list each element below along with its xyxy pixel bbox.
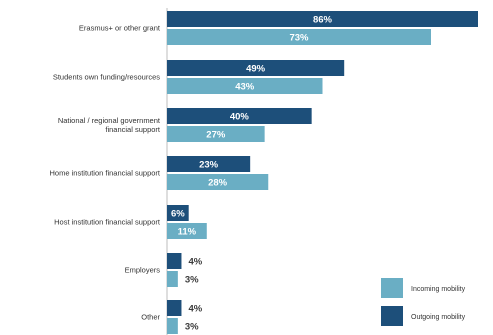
- value-label-incoming-2: 27%: [206, 130, 226, 141]
- value-label-outgoing-2: 40%: [230, 112, 250, 123]
- legend: Incoming mobility Outgoing mobility: [381, 278, 466, 326]
- category-label-5: Employers: [125, 266, 161, 275]
- value-label-incoming-4: 11%: [178, 227, 197, 238]
- bar-incoming-3: [167, 174, 269, 190]
- value-label-outgoing-6: 4%: [188, 304, 202, 315]
- bar-incoming-0: [167, 29, 431, 45]
- bar-incoming-4: [167, 223, 207, 239]
- category-label-0: Erasmus+ or other grant: [79, 24, 161, 33]
- bar-incoming-2: [167, 126, 265, 142]
- bar-outgoing-1: [167, 60, 345, 76]
- value-label-outgoing-4: 6%: [171, 209, 185, 220]
- value-label-incoming-3: 28%: [208, 178, 228, 189]
- category-labels-group: Erasmus+ or other grant Students own fund…: [50, 24, 161, 322]
- bar-outgoing-4: [167, 205, 189, 221]
- value-label-outgoing-1: 49%: [246, 64, 266, 75]
- category-label-4: Host institution financial support: [54, 218, 161, 227]
- legend-swatch-outgoing: [381, 306, 403, 326]
- category-label-line: Home institution financial support: [50, 169, 161, 178]
- bar-outgoing-3: [167, 156, 251, 172]
- category-label-3: Home institution financial support: [50, 169, 161, 178]
- category-label-line: Host institution financial support: [54, 218, 161, 227]
- bar-outgoing-6: [167, 300, 182, 316]
- category-label-line: Employers: [125, 266, 161, 275]
- category-label-line: Students own funding/resources: [53, 73, 160, 82]
- bars-group: 86% 73% 49% 43% 40% 27% 23% 28% 6% 11% 4% 3% 4% 3%: [167, 11, 478, 334]
- category-label-line: financial support: [105, 125, 161, 134]
- category-label-2: National / regional government financial …: [58, 116, 161, 134]
- value-label-incoming-5: 3%: [185, 275, 199, 286]
- value-label-outgoing-0: 86%: [313, 15, 333, 26]
- bar-outgoing-0: [167, 11, 478, 27]
- category-label-line: National / regional government: [58, 116, 161, 125]
- bar-outgoing-2: [167, 108, 312, 124]
- value-label-outgoing-3: 23%: [199, 160, 219, 171]
- value-label-incoming-1: 43%: [235, 82, 255, 93]
- value-label-incoming-0: 73%: [289, 33, 309, 44]
- bar-outgoing-5: [167, 253, 182, 269]
- bar-incoming-5: [167, 271, 178, 287]
- legend-swatch-incoming: [381, 278, 403, 298]
- category-label-1: Students own funding/resources: [53, 73, 160, 82]
- category-label-line: Other: [141, 313, 160, 322]
- value-label-incoming-6: 3%: [185, 322, 199, 333]
- category-label-6: Other: [141, 313, 160, 322]
- category-label-line: Erasmus+ or other grant: [79, 24, 161, 33]
- legend-label-incoming: Incoming mobility: [411, 286, 466, 293]
- bar-incoming-6: [167, 318, 178, 334]
- bar-incoming-1: [167, 78, 323, 94]
- value-label-outgoing-5: 4%: [188, 257, 202, 268]
- legend-label-outgoing: Outgoing mobility: [411, 314, 466, 321]
